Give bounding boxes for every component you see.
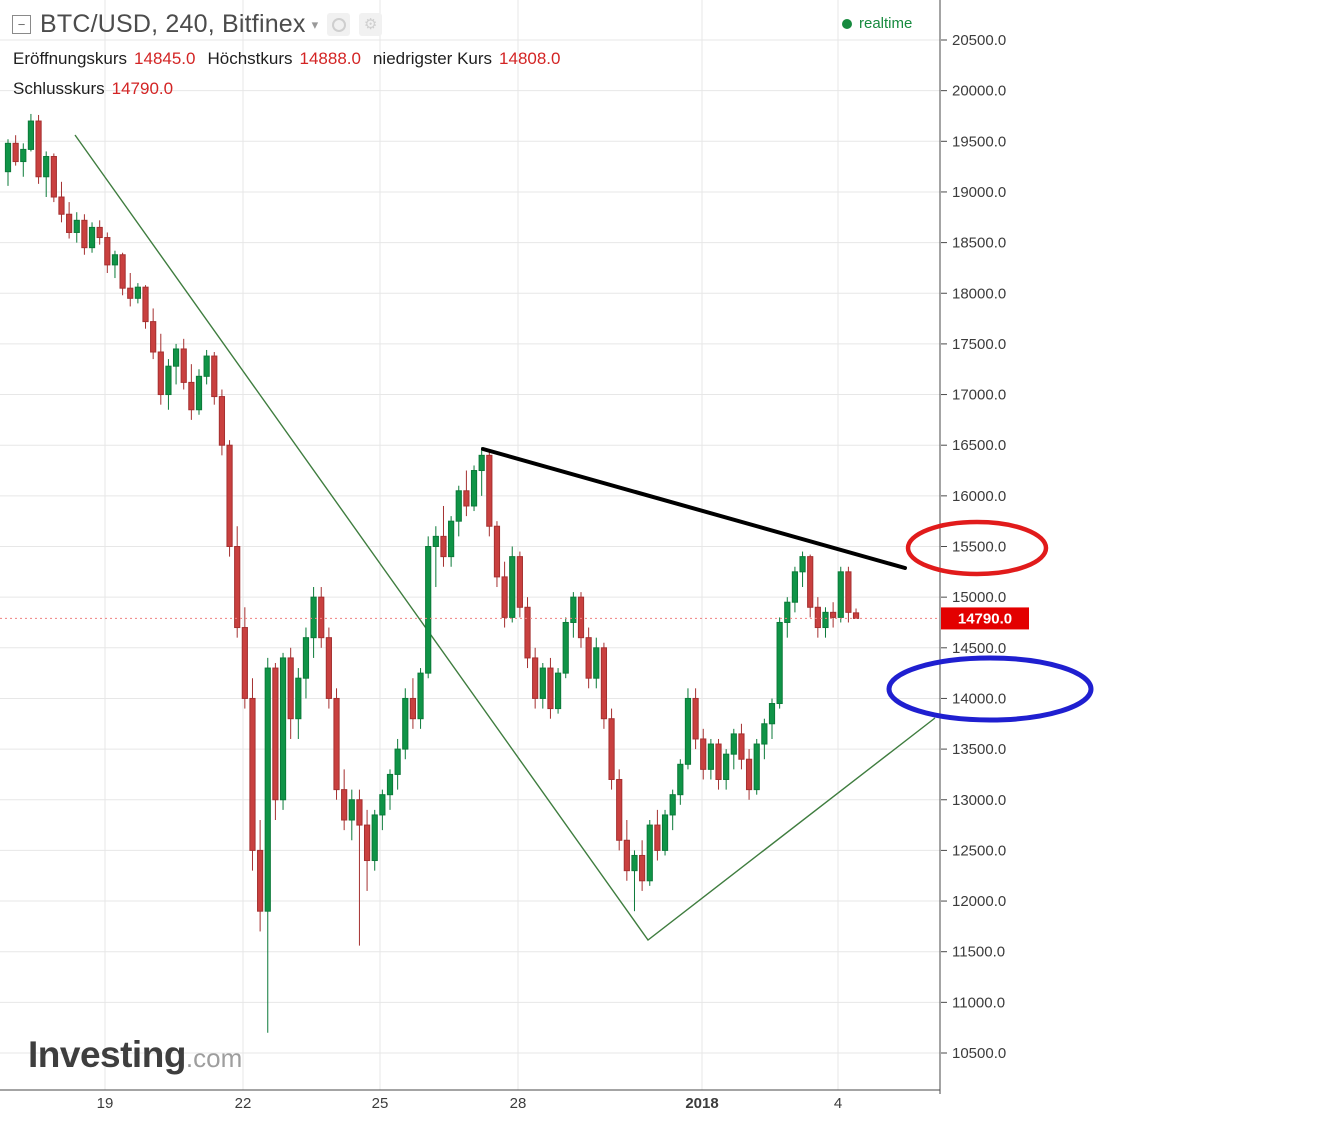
svg-text:14000.0: 14000.0 xyxy=(952,690,1006,707)
low-value: 14808.0 xyxy=(499,49,561,68)
svg-text:13500.0: 13500.0 xyxy=(952,741,1006,758)
collapse-panel-icon[interactable] xyxy=(12,15,31,34)
current-price-label: 14790.0 xyxy=(941,607,1029,630)
svg-text:17000.0: 17000.0 xyxy=(952,387,1006,404)
svg-text:22: 22 xyxy=(235,1095,252,1112)
high-value: 14888.0 xyxy=(299,49,361,68)
svg-text:19500.0: 19500.0 xyxy=(952,133,1006,150)
svg-text:18500.0: 18500.0 xyxy=(952,235,1006,252)
close-value: 14790.0 xyxy=(111,79,174,98)
logo-name: Investing xyxy=(28,1034,186,1075)
svg-text:14790.0: 14790.0 xyxy=(958,610,1012,627)
svg-text:13000.0: 13000.0 xyxy=(952,792,1006,809)
svg-text:28: 28 xyxy=(510,1095,527,1112)
eye-icon[interactable] xyxy=(327,13,351,36)
close-label: Schlusskurs xyxy=(13,79,105,98)
time-axis[interactable]: 19 22 25 28 2018 4 xyxy=(97,1095,843,1112)
svg-text:16000.0: 16000.0 xyxy=(952,488,1006,505)
svg-text:11500.0: 11500.0 xyxy=(952,944,1005,961)
gear-icon[interactable] xyxy=(359,13,383,36)
grid xyxy=(0,0,940,1090)
investing-logo[interactable]: Investing.com xyxy=(28,1034,242,1076)
svg-text:19000.0: 19000.0 xyxy=(952,184,1006,201)
symbol-title[interactable]: BTC/USD, 240, Bitfinex xyxy=(40,10,306,38)
open-label: Eröffnungskurs xyxy=(13,49,128,68)
chart-header: BTC/USD, 240, Bitfinex xyxy=(12,10,383,39)
price-axis[interactable]: 20500.0 20000.0 19500.0 19000.0 18500.0 18000… xyxy=(941,32,1006,1062)
svg-text:15500.0: 15500.0 xyxy=(952,539,1006,556)
svg-text:12500.0: 12500.0 xyxy=(952,842,1006,859)
svg-text:20000.0: 20000.0 xyxy=(952,83,1006,100)
svg-text:10500.0: 10500.0 xyxy=(952,1045,1006,1062)
logo-tld: .com xyxy=(185,1043,243,1073)
gear-glyph xyxy=(364,17,377,32)
svg-text:11000.0: 11000.0 xyxy=(952,994,1005,1011)
svg-text:19: 19 xyxy=(97,1095,114,1112)
candlestick-series xyxy=(4,113,860,1033)
svg-text:25: 25 xyxy=(372,1095,389,1112)
low-label: niedrigster Kurs xyxy=(372,49,493,68)
red-ellipse-annotation[interactable] xyxy=(905,519,1049,577)
green-trendline[interactable] xyxy=(74,134,936,941)
svg-text:2018: 2018 xyxy=(685,1095,718,1112)
eye-glyph xyxy=(331,17,346,32)
svg-text:17500.0: 17500.0 xyxy=(952,336,1006,353)
svg-text:12000.0: 12000.0 xyxy=(952,893,1006,910)
realtime-label: realtime xyxy=(859,15,913,32)
legend-row-open-high-low: Eröffnungskurs 14845.0 Höchstkurs 14888.0 ni… xyxy=(13,49,572,69)
black-trendline[interactable] xyxy=(481,447,907,570)
svg-text:18000.0: 18000.0 xyxy=(952,285,1006,302)
svg-text:14500.0: 14500.0 xyxy=(952,640,1006,657)
chevron-down-icon[interactable] xyxy=(312,17,319,33)
high-label: Höchstkurs xyxy=(207,49,293,68)
svg-text:4: 4 xyxy=(834,1095,842,1112)
svg-text:15000.0: 15000.0 xyxy=(952,589,1006,606)
svg-text:16500.0: 16500.0 xyxy=(952,437,1006,454)
open-value: 14845.0 xyxy=(134,49,196,68)
realtime-status: realtime xyxy=(842,15,912,32)
svg-text:20500.0: 20500.0 xyxy=(952,32,1006,49)
legend-row-close: Schlusskurs 14790.0 xyxy=(13,79,572,99)
ohlc-legend: Eröffnungskurs 14845.0 Höchstkurs 14888.0 ni… xyxy=(13,49,572,109)
realtime-dot-icon xyxy=(842,18,852,29)
blue-ellipse-annotation[interactable] xyxy=(886,655,1094,723)
